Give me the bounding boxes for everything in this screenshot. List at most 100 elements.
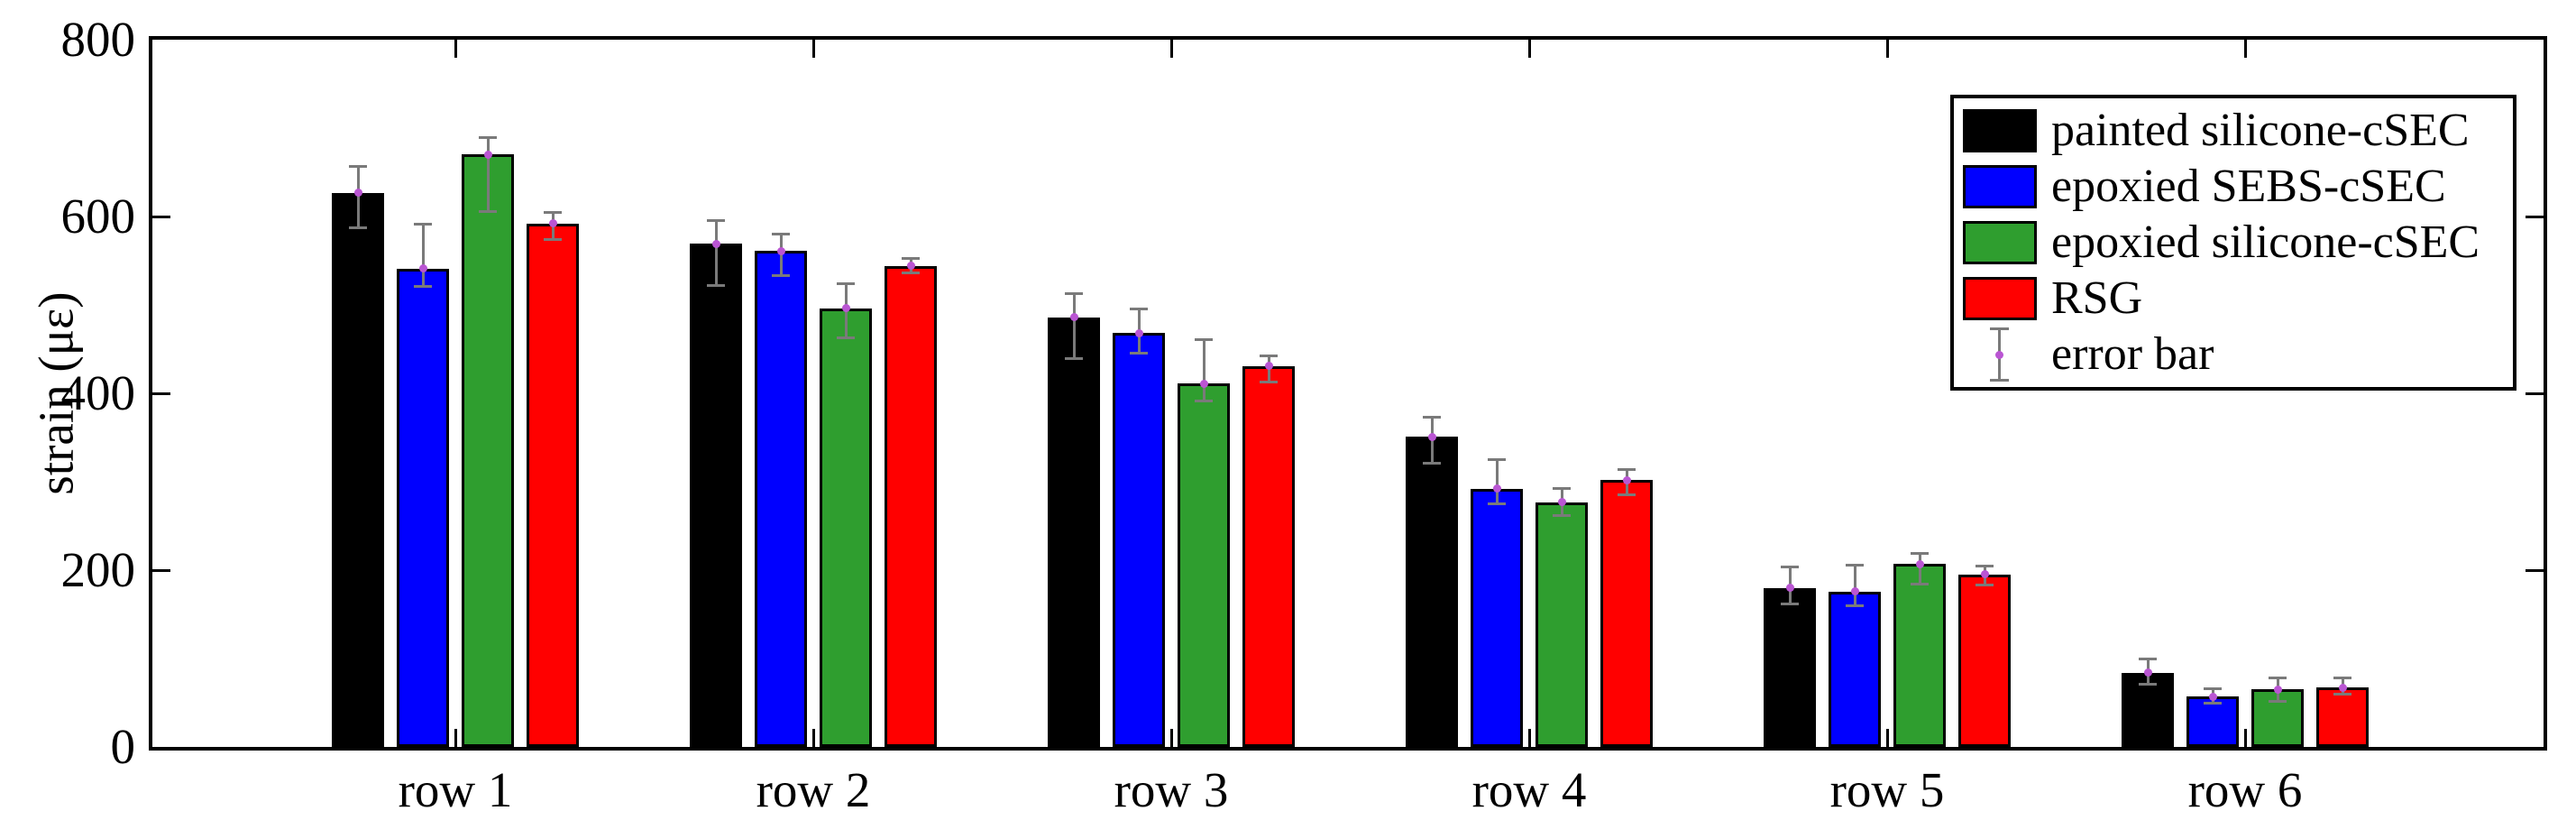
bar-epoxied-silicone-csec: [2251, 689, 2304, 747]
bar-epoxied-silicone-csec: [462, 154, 514, 747]
error-bar-marker: [2208, 692, 2217, 701]
error-bar-cap-bottom: [544, 237, 562, 241]
error-bar-cap-bottom: [1553, 513, 1571, 517]
y-tick-right: [2526, 568, 2544, 572]
error-bar-cap-bottom: [414, 284, 432, 288]
error-bar-line: [1072, 293, 1076, 359]
bar-painted-silicone-csec: [332, 192, 384, 747]
error-bar-cap-top: [1781, 565, 1799, 568]
y-tick-left: [152, 215, 170, 218]
error-bar-cap-top: [1553, 487, 1571, 491]
error-bar-marker: [2338, 683, 2347, 692]
error-bar-cap-bottom: [2204, 702, 2222, 705]
bar-painted-silicone-csec: [1764, 587, 1816, 747]
error-bar-cap-bottom: [1846, 603, 1864, 607]
error-bar-marker: [353, 189, 362, 198]
error-bar-cap-bottom: [479, 209, 497, 213]
x-tick-bottom: [1169, 729, 1173, 747]
bar-epoxied-sebs-csec: [397, 268, 449, 747]
legend-entry: error bar: [1963, 327, 2513, 382]
error-bar-line: [356, 166, 360, 228]
error-bar-marker: [841, 304, 850, 313]
y-tick-label: 600: [60, 189, 136, 244]
error-bar-cap-bottom: [1065, 357, 1083, 361]
error-bar-cap-top: [1065, 291, 1083, 295]
bar-epoxied-silicone-csec: [1536, 502, 1588, 747]
error-bar-marker: [1915, 559, 1924, 568]
legend-entry: painted silicone-cSEC: [1963, 104, 2513, 158]
error-bar-cap-top: [707, 219, 725, 223]
error-bar-cap-top: [1976, 564, 1994, 567]
error-bar-cap-top: [1846, 563, 1864, 567]
y-tick-right: [2526, 215, 2544, 218]
legend-swatch-icon: [1963, 165, 2037, 208]
y-tick-left: [152, 392, 170, 395]
x-tick-bottom: [1527, 729, 1531, 747]
legend-entry: epoxied silicone-cSEC: [1963, 216, 2513, 270]
error-bar-cap-top: [2204, 686, 2222, 690]
error-bar-cap-top: [349, 164, 367, 168]
x-tick-label: row 3: [1114, 762, 1229, 817]
x-tick-top: [1527, 40, 1531, 58]
error-bar-marker: [1134, 328, 1143, 337]
legend-label: painted silicone-cSEC: [2051, 105, 2470, 156]
bar-epoxied-sebs-csec: [1113, 333, 1165, 747]
bar-rsg: [1958, 574, 2011, 747]
error-bar-cap-bottom: [1488, 502, 1506, 505]
error-bar-cap-bottom: [837, 336, 855, 339]
legend-swatch-icon: [1963, 109, 2037, 152]
x-tick-bottom: [1885, 729, 1889, 747]
bar-epoxied-sebs-csec: [1471, 488, 1523, 747]
error-bar-marker: [1980, 570, 1989, 579]
error-bar-marker: [1069, 313, 1078, 322]
error-bar-icon: [1963, 327, 2037, 382]
error-bar-cap-bottom: [2139, 682, 2157, 686]
error-bar-cap-top: [1423, 415, 1441, 419]
x-tick-label: row 5: [1829, 762, 1945, 817]
x-tick-bottom: [2243, 729, 2247, 747]
bar-epoxied-sebs-csec: [755, 251, 807, 747]
error-bar-cap-top: [1618, 467, 1636, 471]
error-bar-marker: [1557, 498, 1566, 507]
x-tick-label: row 2: [756, 762, 871, 817]
legend-label: epoxied SEBS-cSEC: [2051, 161, 2446, 212]
error-bar-cap-bottom: [1195, 400, 1213, 403]
error-bar-cap-top: [479, 136, 497, 140]
error-bar-line: [486, 137, 490, 212]
error-bar-icon-part: [1990, 379, 2009, 382]
error-bar-icon-part: [1995, 351, 2003, 359]
error-bar-marker: [1785, 584, 1794, 593]
error-bar-marker: [2143, 668, 2152, 677]
bar-painted-silicone-csec: [1048, 317, 1100, 747]
error-bar-marker: [1427, 432, 1436, 441]
error-bar-marker: [548, 219, 557, 228]
bar-rsg: [527, 223, 579, 747]
error-bar-marker: [711, 239, 720, 248]
x-tick-bottom: [811, 729, 815, 747]
bar-painted-silicone-csec: [690, 244, 742, 747]
error-bar-cap-top: [1911, 551, 1929, 555]
bar-rsg: [2316, 687, 2369, 747]
bar-epoxied-sebs-csec: [1829, 591, 1881, 747]
error-bar-cap-top: [2269, 677, 2287, 680]
legend-box: painted silicone-cSEC epoxied SEBS-cSEC ep…: [1950, 95, 2516, 391]
error-bar-marker: [1622, 475, 1631, 484]
error-bar-line: [1495, 459, 1499, 504]
error-bar-cap-top: [2139, 658, 2157, 661]
error-bar-cap-top: [1260, 355, 1278, 358]
error-bar-marker: [483, 150, 492, 159]
error-bar-marker: [776, 246, 785, 255]
error-bar-cap-top: [902, 256, 920, 260]
error-bar-cap-top: [1130, 308, 1148, 311]
error-bar-icon-part: [1990, 327, 2009, 330]
error-bar-marker: [2273, 685, 2282, 694]
bar-rsg: [885, 265, 937, 747]
bar-rsg: [1600, 480, 1653, 747]
error-bar-cap-bottom: [1781, 602, 1799, 605]
error-bar-cap-top: [772, 233, 790, 236]
bar-painted-silicone-csec: [1406, 437, 1458, 747]
legend-entry: RSG: [1963, 272, 2513, 326]
error-bar-cap-top: [1488, 458, 1506, 461]
y-tick-label: 200: [60, 542, 136, 597]
